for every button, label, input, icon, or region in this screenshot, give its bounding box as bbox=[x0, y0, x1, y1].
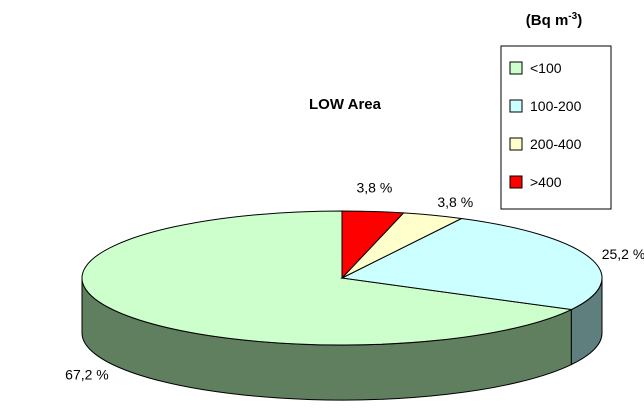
slice-label-3: 3,8 % bbox=[356, 180, 392, 196]
legend-title: (Bq m-3) bbox=[526, 11, 582, 29]
pie-slice-3 bbox=[341, 210, 405, 280]
legend-label-3: >400 bbox=[530, 174, 562, 190]
slice-label-layer: 67,2 % 25,2 % 3,8 % 3,8 % bbox=[65, 180, 644, 383]
pie-slice-1 bbox=[340, 217, 603, 311]
slice-label-2: 3,8 % bbox=[437, 194, 473, 210]
legend-swatch-1 bbox=[509, 99, 523, 113]
chart-title: LOW Area bbox=[309, 96, 382, 113]
pie-slice-0 bbox=[81, 210, 574, 346]
pie-top-layer bbox=[81, 210, 603, 346]
slice-label-1: 25,2 % bbox=[602, 246, 644, 262]
legend-swatch-0 bbox=[509, 61, 523, 75]
legend-items: <100 100-200 200-400 >400 bbox=[509, 60, 582, 190]
legend: (Bq m-3) <100 100-200 200-400 >400 bbox=[500, 11, 612, 210]
legend-label-0: <100 bbox=[530, 60, 562, 76]
legend-label-1: 100-200 bbox=[530, 98, 582, 114]
legend-label-2: 200-400 bbox=[530, 136, 582, 152]
legend-swatch-3 bbox=[509, 175, 523, 189]
slice-label-0: 67,2 % bbox=[65, 367, 109, 383]
legend-swatch-2 bbox=[509, 137, 523, 151]
